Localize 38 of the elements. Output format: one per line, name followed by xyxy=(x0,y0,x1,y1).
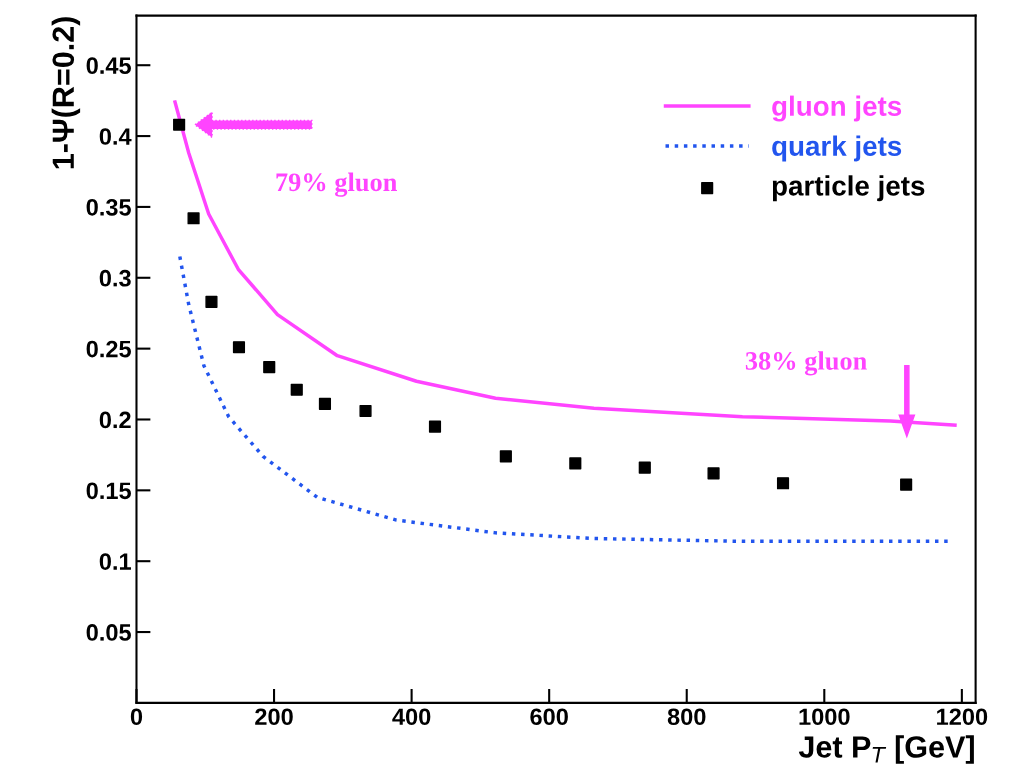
y-tick-label: 0.05 xyxy=(86,624,131,641)
x-tick-label: 400 xyxy=(392,708,431,726)
x-tick-label: 200 xyxy=(255,708,293,726)
legend-label: particle jets xyxy=(772,175,925,202)
point xyxy=(263,360,276,374)
point xyxy=(173,118,186,131)
x-tick-label: 1200 xyxy=(937,708,988,726)
point xyxy=(318,397,332,410)
y-tick-label: 0.25 xyxy=(86,340,131,358)
y-tick-label: 0.1 xyxy=(99,553,131,570)
y-tick-label: 0.45 xyxy=(86,57,131,75)
x-tick-label: 0 xyxy=(130,708,143,726)
y-tick-label: 0.35 xyxy=(86,198,131,216)
legend-label: gluon jets xyxy=(772,95,902,122)
legend-label: quark jets xyxy=(772,135,902,162)
point xyxy=(776,477,790,490)
y-tick-label: 0.4 xyxy=(99,128,132,145)
point xyxy=(499,450,512,463)
point xyxy=(569,457,582,470)
point xyxy=(290,383,303,396)
point xyxy=(707,467,720,480)
annotation: 79% gluon xyxy=(276,172,397,197)
x-tick-label: 1000 xyxy=(799,708,850,726)
point xyxy=(428,420,442,433)
y-axis-title: 1-Ψ(R=0.2) xyxy=(51,17,81,169)
y-tick-label: 0.3 xyxy=(99,269,131,287)
point xyxy=(359,404,372,418)
x-axis-title: Jet P$_{T}$ [GeV] xyxy=(798,735,974,764)
point xyxy=(205,295,218,308)
x-tick-label: 600 xyxy=(530,708,568,726)
x-tick-label: 800 xyxy=(667,708,706,726)
y-tick-label: 0.2 xyxy=(99,411,131,429)
y-tick-label: 0.15 xyxy=(86,482,131,500)
point xyxy=(900,478,913,491)
point xyxy=(232,341,246,354)
annotation: 38% gluon xyxy=(745,351,867,376)
point xyxy=(638,461,651,474)
point xyxy=(187,212,200,225)
